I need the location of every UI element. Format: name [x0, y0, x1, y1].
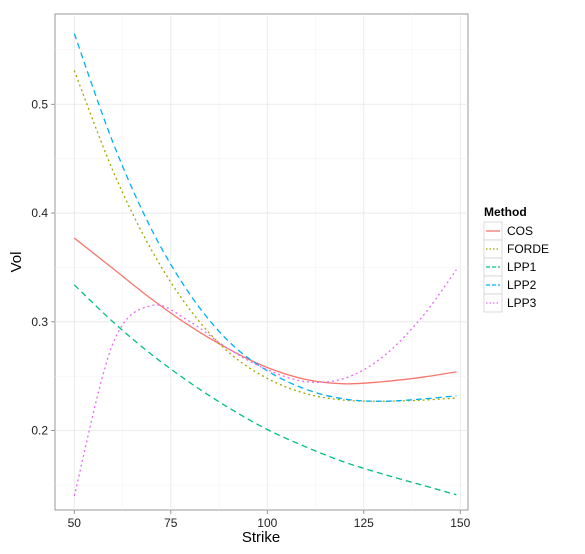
- y-tick-label: 0.4: [31, 206, 48, 220]
- legend-title: Method: [484, 205, 527, 219]
- panel-background: [54, 13, 469, 511]
- x-axis-title: Strike: [242, 529, 280, 546]
- axes: 50 75 100 125 150 0.2 0.3 0.4 0.5: [31, 97, 470, 530]
- minor-grid: [55, 14, 468, 510]
- legend-items: COS FORDE LPP1 LPP2 LPP3: [483, 221, 549, 313]
- x-tick-label: 50: [68, 516, 82, 530]
- series-line-cos: [73, 237, 457, 385]
- series-layer: [73, 33, 457, 497]
- legend-label: LPP1: [507, 260, 537, 274]
- legend: Method COS FORDE LPP1 LPP2 LPP3: [483, 205, 549, 313]
- major-grid: [55, 14, 468, 510]
- series-line-lpp2: [73, 33, 457, 402]
- legend-label: LPP2: [507, 278, 537, 292]
- y-tick-label: 0.2: [31, 424, 48, 438]
- y-tick-label: 0.5: [31, 97, 48, 111]
- x-tick-label: 75: [164, 516, 178, 530]
- x-tick-label: 150: [450, 516, 470, 530]
- legend-label: FORDE: [507, 242, 549, 256]
- y-axis-title: Vol: [8, 252, 25, 273]
- x-tick-label: 100: [257, 516, 277, 530]
- series-line-lpp3: [73, 269, 457, 497]
- series-line-lpp1: [73, 284, 457, 496]
- x-tick-label: 125: [354, 516, 374, 530]
- y-tick-label: 0.3: [31, 315, 48, 329]
- legend-label: COS: [507, 224, 533, 238]
- legend-label: LPP3: [507, 296, 537, 310]
